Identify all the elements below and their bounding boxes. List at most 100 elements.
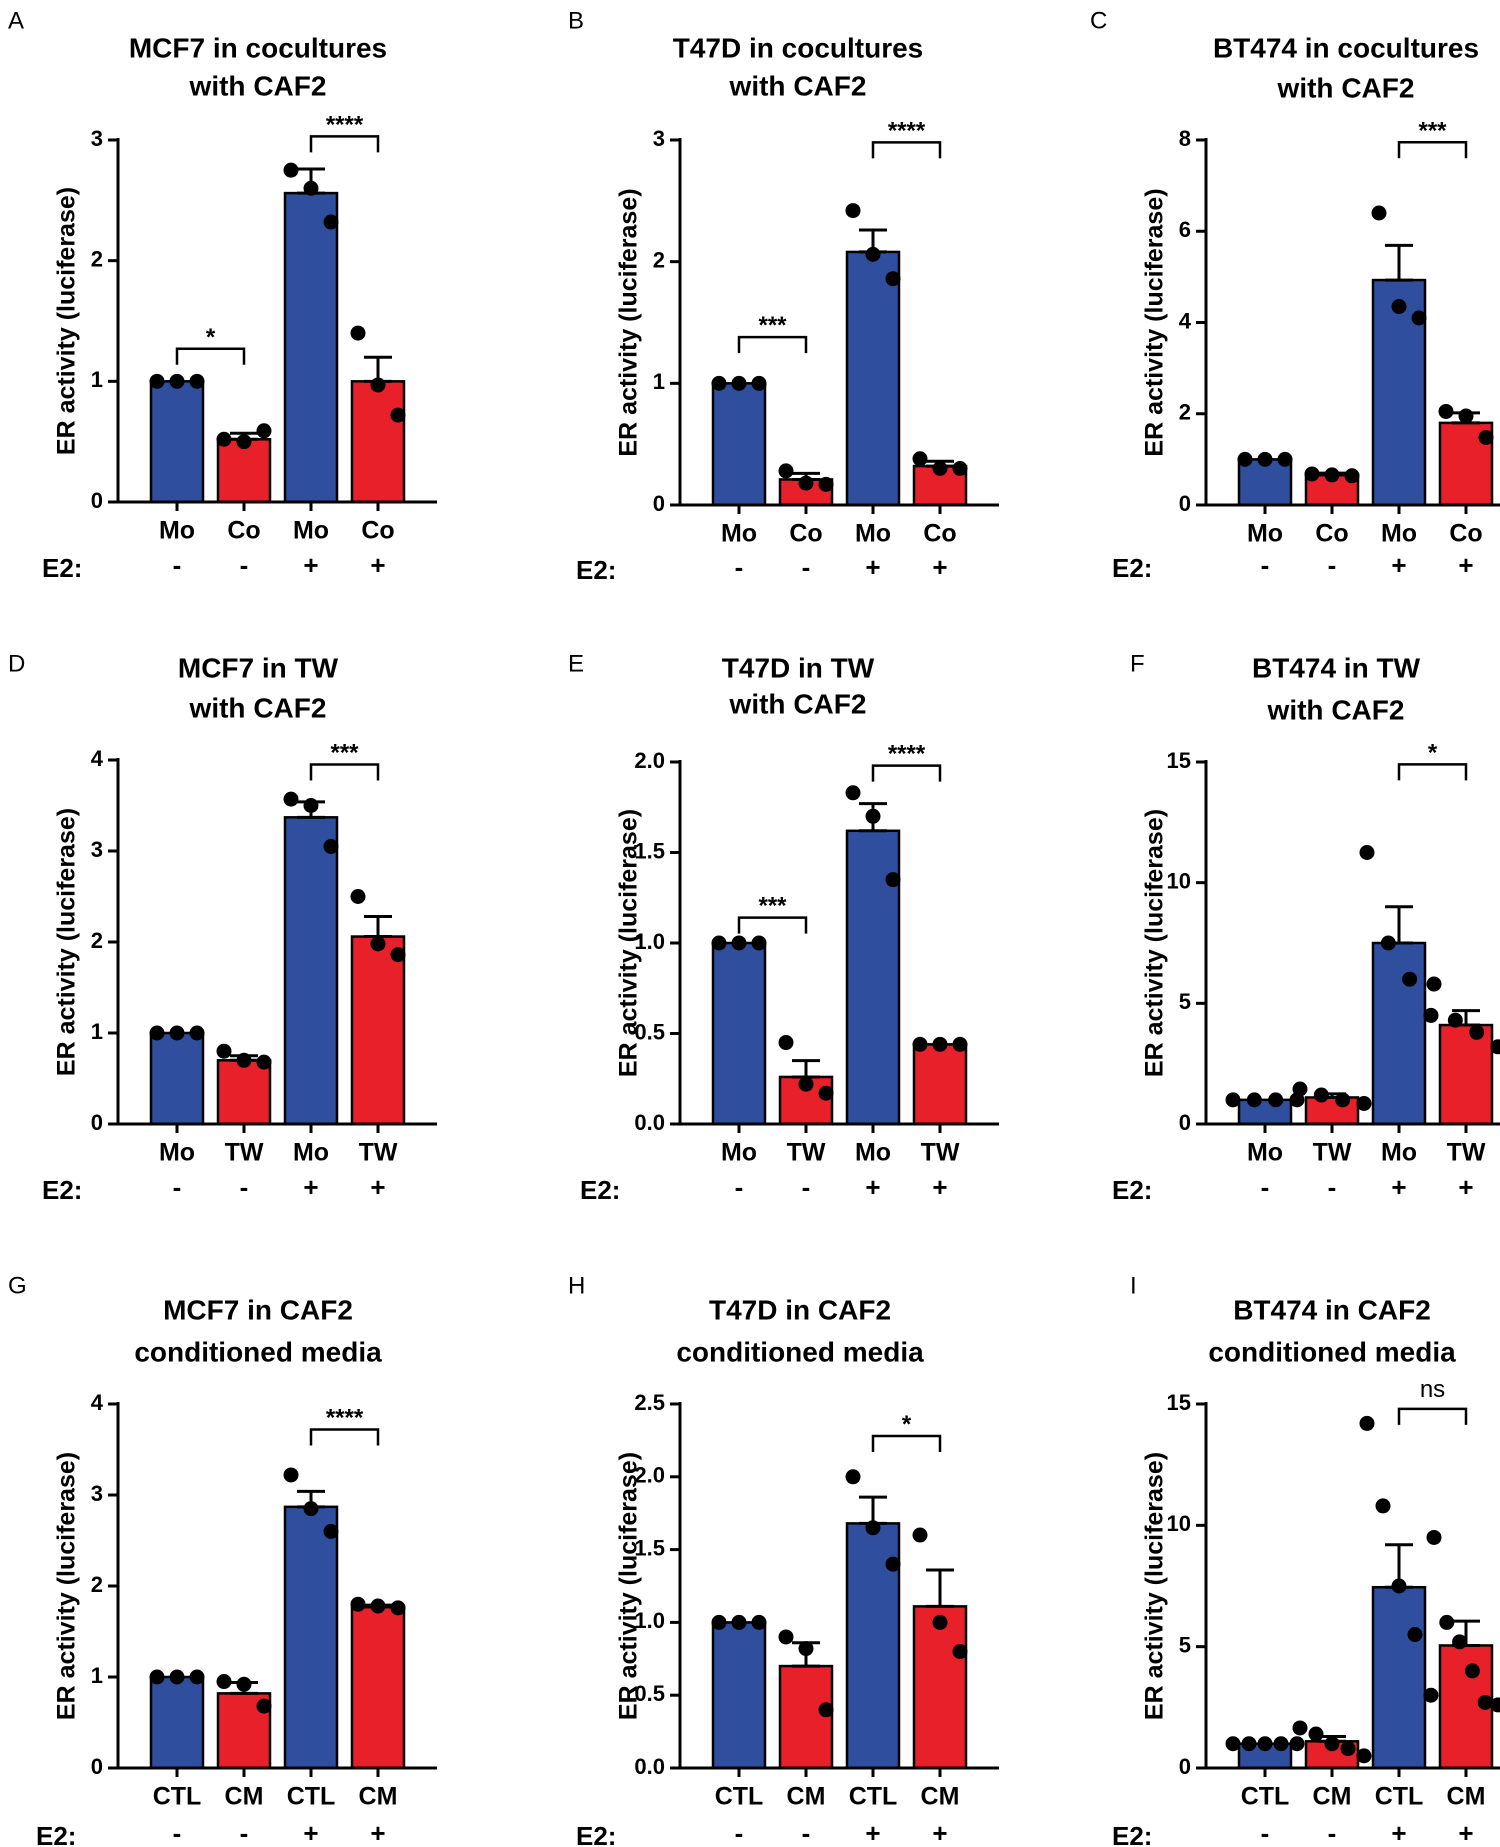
e2-label: E2: — [1112, 1821, 1152, 1847]
chart-title-line-2: conditioned media — [676, 1336, 924, 1367]
data-point — [1423, 1007, 1439, 1023]
data-point — [845, 785, 861, 801]
panel-letter: A — [8, 7, 24, 34]
data-point — [169, 373, 185, 389]
category-label: CM — [359, 1783, 398, 1811]
data-point — [189, 1025, 205, 1041]
bar — [1304, 1096, 1360, 1126]
category-label: Mo — [1247, 520, 1283, 548]
data-point — [1340, 1741, 1356, 1757]
panel-letter: D — [8, 650, 25, 677]
y-tick-label: 2 — [91, 1572, 103, 1597]
e2-sign: - — [240, 550, 249, 580]
y-tick-label: 3 — [91, 837, 103, 862]
e2-sign: + — [932, 1818, 947, 1847]
data-point — [390, 1600, 406, 1616]
data-point — [169, 1025, 185, 1041]
data-point — [865, 1520, 881, 1536]
significance-bracket — [871, 764, 942, 782]
bar — [350, 1605, 406, 1770]
data-point — [818, 1085, 834, 1101]
y-axis-label: ER activity (luciferase) — [1141, 1452, 1169, 1720]
y-tick-label: 0 — [91, 1754, 103, 1779]
data-point — [283, 791, 299, 807]
y-tick-label: 4 — [91, 1390, 104, 1415]
y-tick-label: 10 — [1167, 1511, 1191, 1536]
e2-sign: + — [303, 1818, 318, 1847]
y-tick-label: 0.0 — [634, 1110, 665, 1135]
e2-label: E2: — [576, 1821, 616, 1847]
bar — [912, 1043, 968, 1126]
data-point — [912, 1527, 928, 1543]
e2-sign: + — [1458, 1172, 1473, 1202]
data-point — [912, 1036, 928, 1052]
category-label: TW — [359, 1139, 398, 1167]
category-label: CTL — [287, 1783, 336, 1811]
data-point — [1458, 408, 1474, 424]
category-label: CM — [921, 1783, 960, 1811]
e2-sign: - — [1261, 1172, 1270, 1202]
data-point — [778, 1035, 794, 1051]
chart-title-line-1: T47D in cocultures — [673, 32, 924, 63]
chart-title-line-2: with CAF2 — [1277, 72, 1415, 103]
data-point — [236, 434, 252, 450]
chart-title-line-2: with CAF2 — [729, 70, 867, 101]
e2-sign: + — [1458, 550, 1473, 580]
panel-letter: C — [1090, 7, 1107, 34]
panel-A: A MCF7 in cocultures with CAF2 ER activity … — [8, 7, 437, 583]
category-label: Mo — [159, 1139, 195, 1167]
data-point — [932, 1614, 948, 1630]
category-label: Co — [227, 517, 260, 545]
chart-title-line-2: conditioned media — [134, 1336, 382, 1367]
chart-title-line-1: T47D in CAF2 — [709, 1294, 891, 1325]
e2-label: E2: — [1112, 1175, 1152, 1205]
y-tick-label: 4 — [1179, 308, 1192, 333]
e2-label: E2: — [1112, 553, 1152, 583]
e2-sign: - — [1328, 550, 1337, 580]
data-point — [323, 214, 339, 230]
data-point — [1237, 451, 1253, 467]
data-point — [350, 889, 366, 904]
data-point — [798, 475, 814, 491]
significance-bracket — [1397, 141, 1468, 159]
data-point — [932, 1036, 948, 1052]
y-tick-label: 2.0 — [634, 1463, 665, 1488]
data-point — [149, 373, 165, 389]
panel-letter: I — [1130, 1272, 1137, 1299]
data-point — [1289, 1736, 1305, 1752]
significance-label: ns — [1420, 1376, 1445, 1403]
data-point — [1225, 1092, 1241, 1108]
y-axis-label: ER activity (luciferase) — [615, 1452, 643, 1720]
chart-title-line-2: with CAF2 — [189, 692, 327, 723]
y-axis-label: ER activity (luciferase) — [53, 1452, 81, 1720]
y-tick-label: 0 — [653, 491, 665, 516]
y-tick-label: 1.5 — [634, 838, 665, 863]
category-label: Mo — [159, 517, 195, 545]
y-tick-label: 1.0 — [634, 1608, 665, 1633]
y-tick-label: 8 — [1179, 126, 1191, 151]
y-tick-label: 2 — [653, 247, 665, 272]
y-tick-label: 0.5 — [634, 1681, 665, 1706]
panel-letter: H — [568, 1272, 585, 1299]
panel-letter: E — [568, 650, 584, 677]
bar — [149, 1675, 205, 1770]
panel-G: G MCF7 in CAF2 conditioned media ER activit… — [8, 1272, 437, 1847]
e2-sign: - — [173, 1818, 182, 1847]
y-tick-label: 4 — [91, 746, 104, 771]
y-tick-label: 2 — [1179, 400, 1191, 425]
category-label: Mo — [855, 520, 891, 548]
e2-sign: - — [240, 1818, 249, 1847]
data-point — [1335, 1092, 1351, 1108]
bar — [149, 1031, 205, 1126]
data-point — [845, 203, 861, 219]
significance-bracket — [309, 1428, 380, 1446]
data-point — [1407, 1627, 1423, 1643]
data-point — [189, 373, 205, 389]
data-point — [1356, 1095, 1372, 1111]
data-point — [370, 936, 386, 952]
category-label: CTL — [1241, 1783, 1290, 1811]
data-point — [303, 180, 319, 196]
data-point — [751, 1614, 767, 1630]
e2-label: E2: — [36, 1821, 76, 1847]
category-label: Mo — [1247, 1139, 1283, 1167]
